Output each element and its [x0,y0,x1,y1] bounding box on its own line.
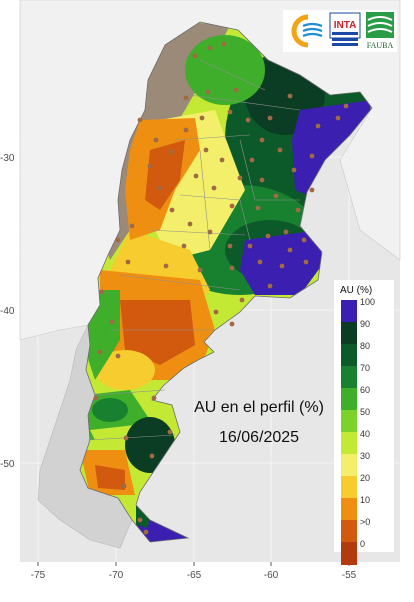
legend-swatch [341,520,357,543]
legend-label: 90 [360,319,370,329]
fauba-logo-text: FAUBA [367,41,394,50]
legend-swatch [341,300,357,323]
inta-logo: INTA [329,12,361,46]
x-axis: -75 -70 -65 -60 -55 [31,562,357,581]
x-tick-label: -55 [342,570,357,581]
legend-label: >0 [360,517,370,527]
y-axis: -30 -40 -50 [0,153,15,470]
legend: AU (%) 100 90 80 70 60 50 40 30 20 10 >0 0 [334,280,394,565]
legend-label: 20 [360,473,370,483]
legend-swatch [341,322,357,345]
legend-swatch [341,542,357,565]
logos: INTA FAUBA [283,10,397,52]
legend-labels: 100 90 80 70 60 50 40 30 20 10 >0 0 [360,297,375,549]
station-dots [93,41,349,535]
y-tick-label: -30 [0,153,15,164]
legend-swatch [341,432,357,455]
map-title: AU en el perfil (%) [194,399,324,416]
legend-label: 50 [360,407,370,417]
legend-label: 0 [360,539,365,549]
x-tick-label: -75 [31,570,46,581]
legend-label: 80 [360,341,370,351]
legend-swatch [341,410,357,433]
x-tick-label: -65 [187,570,202,581]
legend-title: AU (%) [340,285,372,296]
legend-swatch [341,498,357,521]
uba-logo [291,14,323,48]
map-date: 16/06/2025 [219,429,299,446]
fauba-logo: FAUBA [366,12,394,50]
x-tick-label: -70 [109,570,124,581]
legend-swatch [341,388,357,411]
legend-label: 30 [360,451,370,461]
argentina-outline [79,21,373,543]
legend-swatch [341,454,357,477]
legend-swatch [341,344,357,367]
x-tick-label: -60 [264,570,279,581]
legend-label: 40 [360,429,370,439]
inta-logo-text: INTA [334,20,357,31]
legend-label: 10 [360,495,370,505]
legend-swatch [341,366,357,389]
y-tick-label: -40 [0,306,15,317]
legend-label: 60 [360,385,370,395]
legend-colorbar [341,300,357,565]
province-boundaries [87,59,301,441]
legend-swatch [341,476,357,499]
legend-label: 100 [360,297,375,307]
y-tick-label: -50 [0,459,15,470]
legend-label: 70 [360,363,370,373]
